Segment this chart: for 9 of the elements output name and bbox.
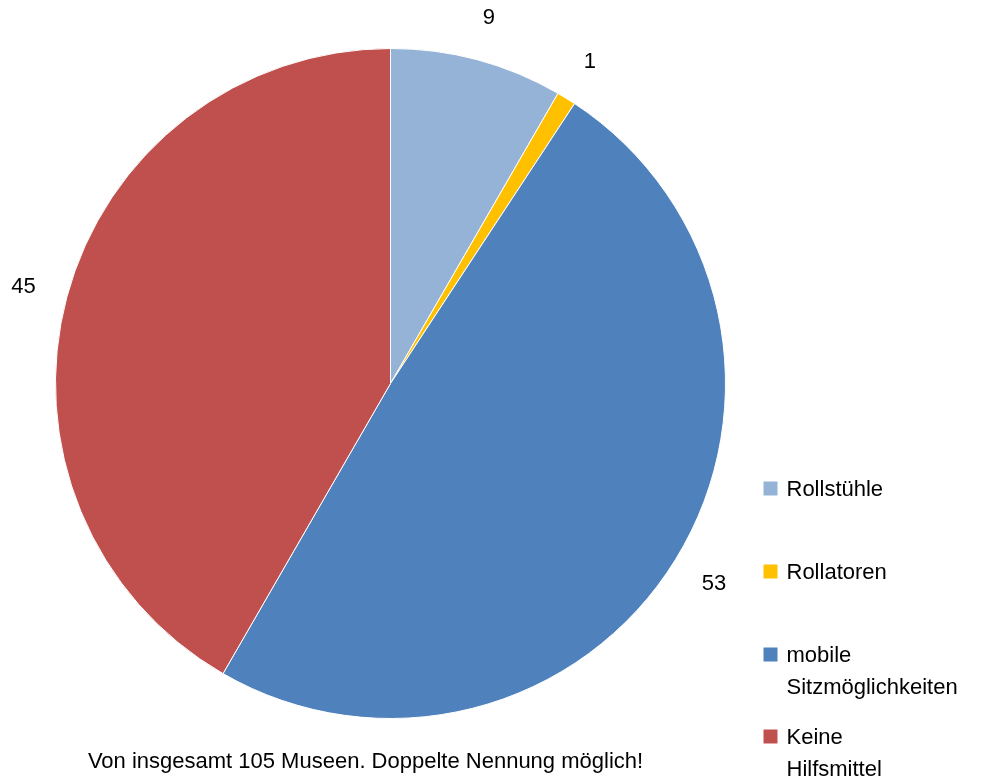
- legend-label: Rollatoren: [786, 559, 887, 584]
- text: Von insgesamt 105 Museen. Doppelte Nennung möglich!: [87, 748, 644, 773]
- data-label: 9: [482, 3, 495, 29]
- legend-label: mobile Sitzmöglichkeiten: [786, 642, 958, 699]
- legend-label: Rollstühle: [786, 476, 884, 501]
- data-label: 53: [701, 570, 727, 596]
- legend-label: Keine Hilfsmittel: [786, 724, 882, 778]
- data-label: 45: [11, 272, 36, 298]
- data-label: 1: [583, 47, 597, 73]
